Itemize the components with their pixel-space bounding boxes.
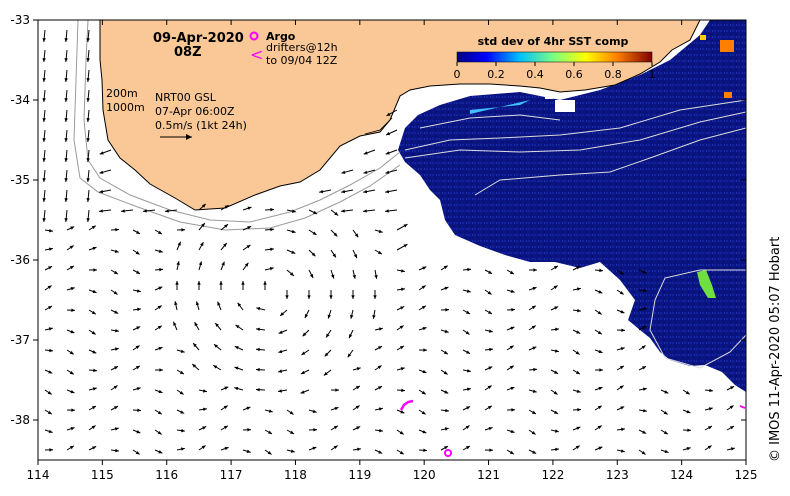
colorbar-tick-label: 0.8 (604, 68, 622, 81)
colorbar-tick-label: 0.4 (526, 68, 544, 81)
contour-1000-label: 1000m (106, 101, 145, 114)
drifter-legend-label-2: to 09/04 12Z (266, 54, 338, 67)
contour-200-label: 200m (106, 87, 138, 100)
map-hour: 08Z (174, 45, 202, 60)
credit-label: © IMOS 11-Apr-2020 05:07 Hobart (768, 237, 783, 462)
drifter-legend-label-1: drifters@12h (266, 41, 338, 54)
x-tick-label: 116 (155, 468, 178, 482)
x-tick-label: 123 (606, 468, 629, 482)
argo-float-marker (445, 450, 451, 456)
product-time: 07-Apr 06:00Z (155, 105, 235, 118)
y-tick-label: -34 (10, 93, 30, 107)
y-tick-label: -38 (10, 413, 30, 427)
x-tick-label: 124 (670, 468, 693, 482)
x-tick-label: 121 (477, 468, 500, 482)
x-tick-label: 118 (284, 468, 307, 482)
x-tick-label: 120 (413, 468, 436, 482)
drifter-track (740, 406, 745, 408)
x-tick-label: 114 (27, 468, 50, 482)
drifter-track (401, 401, 413, 410)
sst-high-patch (720, 40, 734, 52)
map-date: 09-Apr-2020 (153, 31, 244, 46)
x-tick-label: 122 (541, 468, 564, 482)
vector-scale-label: 0.5m/s (1kt 24h) (155, 119, 247, 132)
colorbar-tick-label: 0.6 (565, 68, 583, 81)
x-tick-label: 115 (91, 468, 114, 482)
colorbar-title: std dev of 4hr SST comp (478, 35, 629, 48)
y-tick-label: -37 (10, 333, 30, 347)
colorbar-tick-label: 0 (454, 68, 461, 81)
product-label: NRT00 GSL (155, 91, 217, 104)
colorbar (457, 52, 652, 62)
sst-mid-patch (545, 94, 553, 99)
x-tick-label: 125 (735, 468, 758, 482)
y-tick-label: -36 (10, 253, 30, 267)
x-tick-label: 117 (220, 468, 243, 482)
x-tick-label: 119 (348, 468, 371, 482)
colorbar-tick-label: 0.2 (487, 68, 505, 81)
sst-high-patch (724, 92, 732, 98)
sst-high-patch (700, 35, 706, 40)
colorbar-tick-label: 1 (649, 68, 656, 81)
y-tick-label: -33 (10, 13, 30, 27)
drifter-legend-icon: < (250, 45, 263, 64)
sst-mid-patch (555, 100, 575, 112)
y-tick-label: -35 (10, 173, 30, 187)
